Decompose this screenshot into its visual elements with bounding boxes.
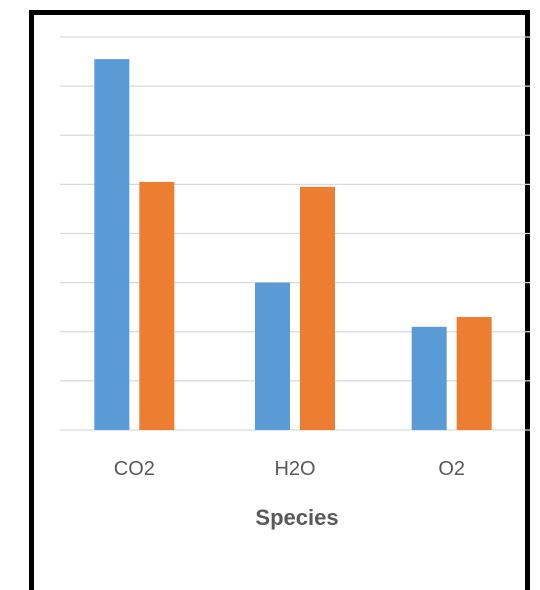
- bar-h2o-series-1: [255, 282, 290, 430]
- gridlines: [60, 36, 530, 431]
- bar-o2-series-2: [456, 317, 492, 430]
- bar-co2-series-2: [139, 181, 175, 430]
- x-tick-label-o2: O2: [438, 458, 465, 480]
- bar-co2-series-1: [94, 59, 130, 430]
- chart-border: [29, 10, 530, 590]
- bar-h2o-series-2: [300, 186, 335, 430]
- x-tick-labels: CO2 H2O O2: [114, 458, 465, 480]
- bars: [94, 59, 492, 430]
- bar-o2-series-1: [411, 326, 447, 430]
- x-tick-label-h2o: H2O: [274, 458, 315, 480]
- x-tick-label-co2: CO2: [114, 458, 155, 480]
- x-axis-title: Species: [255, 505, 338, 530]
